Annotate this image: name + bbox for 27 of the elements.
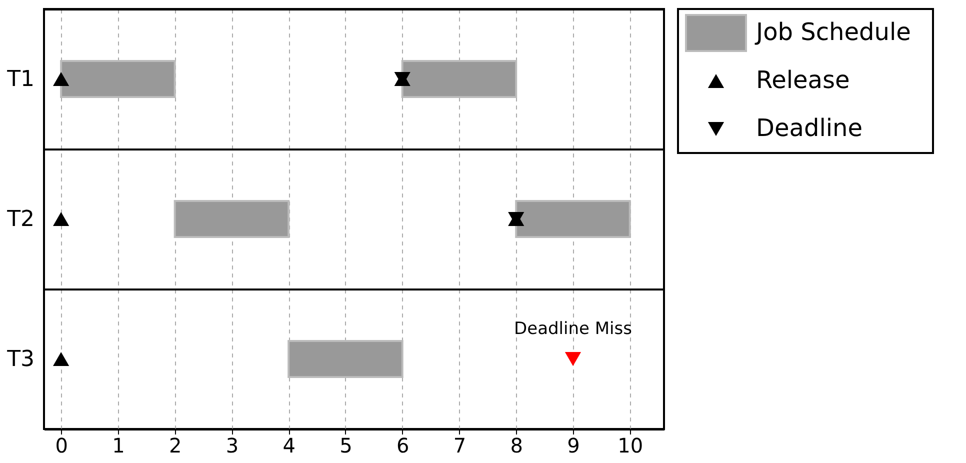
y-tick-label: T3	[6, 347, 34, 372]
point	[53, 72, 70, 86]
y-tick-label: T2	[6, 207, 34, 232]
x-tick-label: 5	[340, 434, 352, 458]
bar	[515, 200, 631, 238]
bar	[401, 60, 518, 98]
legend-label: Deadline	[756, 114, 862, 142]
x-tick-label: 10	[618, 434, 644, 458]
bar	[60, 60, 176, 98]
x-tick-label: 7	[453, 434, 466, 458]
legend-label: Job Schedule	[754, 18, 911, 46]
point	[53, 212, 70, 226]
bar	[288, 340, 404, 378]
y-tick-label: T1	[6, 67, 34, 92]
x-tick-label: 1	[112, 434, 125, 458]
x-tick-label: 4	[282, 434, 296, 458]
bar	[174, 200, 290, 238]
x-tick-label: 8	[510, 434, 523, 458]
point	[564, 352, 582, 366]
x-tick-label: 6	[396, 434, 410, 458]
x-tick-label: 9	[567, 434, 580, 458]
point	[53, 352, 70, 366]
x-tick-label: 0	[55, 434, 68, 458]
legend-label: Release	[756, 66, 850, 94]
x-tick-label: 3	[226, 434, 239, 458]
annotation: Deadline Miss	[514, 319, 632, 339]
x-tick-label: 2	[168, 434, 182, 458]
